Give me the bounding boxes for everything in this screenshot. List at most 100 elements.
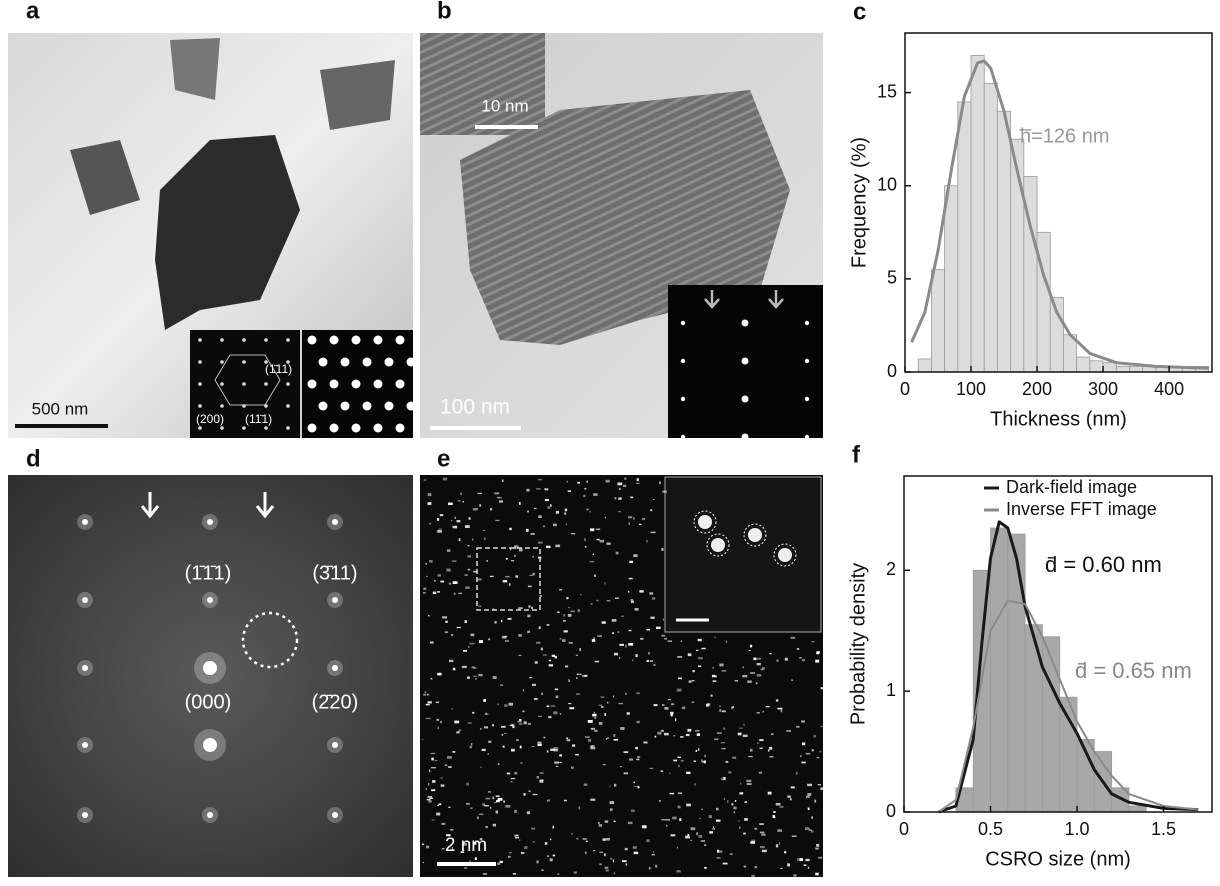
cluster	[492, 608, 495, 610]
cluster	[577, 674, 582, 675]
cluster	[791, 679, 792, 680]
diffraction-spot	[742, 358, 749, 365]
cluster	[675, 718, 676, 721]
cluster	[563, 620, 566, 621]
cluster	[712, 828, 715, 829]
cluster	[580, 594, 581, 596]
cluster	[585, 736, 590, 738]
cluster	[802, 742, 805, 745]
cluster	[583, 838, 587, 839]
cluster	[686, 772, 690, 774]
cluster	[672, 817, 676, 820]
cluster	[791, 637, 796, 639]
cluster	[502, 734, 504, 736]
cluster	[465, 586, 469, 588]
cluster	[424, 479, 427, 480]
cluster	[673, 760, 677, 762]
cluster	[492, 797, 494, 800]
cluster	[703, 761, 704, 764]
cluster	[652, 854, 655, 855]
diffraction-spot	[363, 358, 372, 367]
cluster	[531, 828, 535, 830]
cluster	[760, 832, 765, 834]
cluster	[756, 658, 761, 660]
cluster	[426, 576, 427, 577]
cluster	[817, 651, 820, 653]
diffraction-spot	[308, 380, 317, 389]
cluster	[466, 803, 470, 805]
cluster	[713, 680, 717, 682]
cluster	[426, 718, 431, 719]
cluster	[514, 835, 518, 837]
cluster	[619, 644, 624, 646]
cluster	[531, 607, 533, 609]
cluster	[428, 783, 429, 785]
y-tick-label: 15	[877, 81, 897, 101]
cluster	[549, 660, 551, 662]
cluster	[785, 658, 788, 661]
cluster	[520, 746, 522, 749]
cluster	[594, 712, 595, 714]
cluster	[566, 737, 568, 738]
cluster	[604, 713, 606, 716]
cluster	[594, 730, 597, 732]
cluster	[731, 803, 733, 805]
diffraction-spot	[220, 338, 224, 342]
cluster	[555, 656, 557, 659]
cluster	[445, 621, 448, 623]
cluster	[553, 524, 557, 526]
cluster	[787, 795, 791, 797]
cluster	[493, 824, 496, 827]
diffraction-spot	[407, 402, 416, 411]
cluster	[588, 739, 591, 742]
cluster	[653, 499, 655, 500]
cluster	[593, 850, 595, 851]
cluster	[527, 615, 530, 618]
cluster	[605, 517, 606, 518]
cluster	[717, 733, 722, 734]
diffraction-spot	[374, 336, 383, 345]
y-tick-label: 10	[877, 174, 897, 194]
cluster	[548, 716, 551, 718]
diffraction-spot	[242, 360, 246, 364]
cluster	[599, 705, 603, 706]
cluster	[635, 608, 639, 611]
histogram-bar	[984, 83, 997, 372]
annotation: d̄ = 0.65 nm	[1075, 658, 1192, 683]
fft-spot	[332, 812, 338, 818]
cluster	[614, 873, 615, 875]
cluster	[637, 756, 640, 758]
cluster	[468, 555, 471, 557]
diffraction-spot	[264, 404, 268, 408]
cluster	[452, 560, 457, 561]
cluster	[618, 703, 622, 704]
cluster	[540, 595, 542, 597]
hrtem-inset	[420, 33, 545, 135]
diffraction-spot	[286, 338, 290, 342]
diffraction-spot	[286, 426, 290, 430]
cluster	[757, 663, 761, 665]
cluster	[806, 753, 811, 755]
cluster	[427, 799, 431, 800]
cluster	[537, 776, 540, 779]
cluster	[613, 859, 614, 862]
cluster	[646, 839, 649, 842]
cluster	[436, 719, 439, 721]
cluster	[636, 483, 639, 484]
cluster	[543, 737, 545, 739]
cluster	[547, 799, 550, 801]
cluster	[633, 554, 637, 557]
cluster	[503, 801, 504, 803]
diffraction-spot	[352, 380, 361, 389]
cluster	[593, 554, 594, 555]
cluster	[722, 670, 727, 671]
cluster	[429, 798, 432, 799]
annotation: d̄ = 0.60 nm	[1045, 552, 1162, 577]
cluster	[698, 657, 703, 659]
fft-spot	[332, 665, 338, 671]
cluster	[821, 687, 826, 689]
cluster	[784, 851, 786, 853]
cluster	[618, 631, 620, 633]
cluster	[605, 869, 608, 871]
cluster	[569, 642, 573, 643]
